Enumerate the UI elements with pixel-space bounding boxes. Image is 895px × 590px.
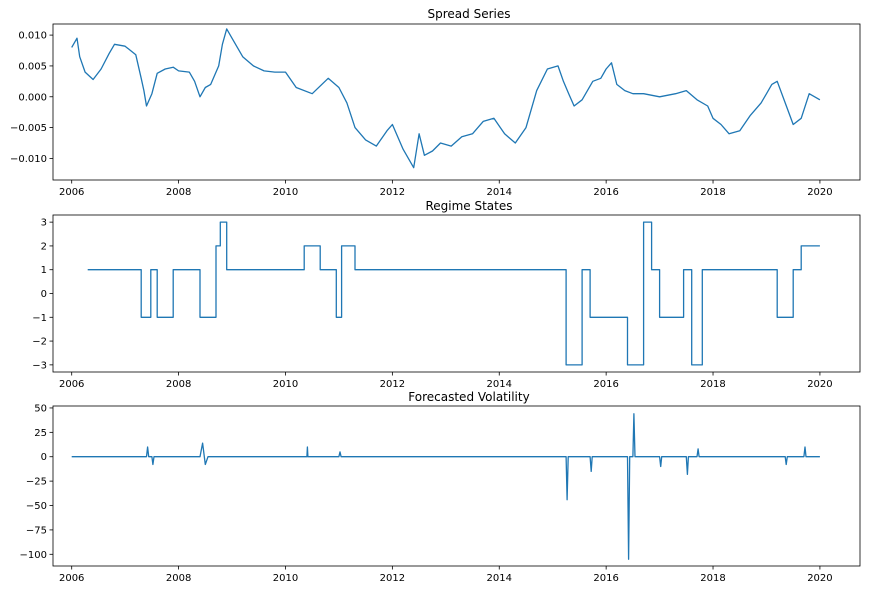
spread-series-xtick-label: 2016	[593, 187, 618, 198]
regime-states-ytick-label: 2	[41, 241, 47, 252]
forecasted-volatility-ytick-label: 25	[34, 428, 47, 439]
forecasted-volatility-xtick-label: 2006	[59, 573, 84, 584]
forecasted-volatility-title: Forecasted Volatility	[408, 390, 529, 404]
forecasted-volatility-xtick-label: 2020	[807, 573, 832, 584]
forecasted-volatility-xtick-label: 2018	[700, 573, 725, 584]
regime-states-xtick-label: 2010	[273, 379, 298, 390]
forecasted-volatility-ytick-label: −50	[26, 501, 47, 512]
regime-states-xtick-label: 2012	[380, 379, 405, 390]
forecasted-volatility-xtick-label: 2008	[166, 573, 191, 584]
regime-states-xtick-label: 2006	[59, 379, 84, 390]
spread-series-title: Spread Series	[428, 7, 511, 21]
regime-states-ytick-label: −2	[32, 337, 47, 348]
forecasted-volatility-xtick-label: 2016	[593, 573, 618, 584]
regime-states-axes-frame	[52, 214, 861, 373]
spread-series-ytick-label: −0.010	[10, 154, 47, 165]
regime-states-line	[87, 221, 820, 366]
spread-series-ytick-label: 0.000	[18, 92, 47, 103]
spread-series-xtick-label: 2006	[59, 187, 84, 198]
forecasted-volatility-panel: Forecasted Volatility 2006 2008 2010 2012 20…	[20, 390, 861, 584]
spread-series-ytick-label: 0.010	[18, 31, 47, 42]
spread-series-xtick-label: 2014	[487, 187, 512, 198]
regime-states-ytick-label: 0	[41, 289, 47, 300]
regime-states-xtick-label: 2016	[593, 379, 618, 390]
regime-states-ticks: 2006 2008 2010 2012 2014 2016 2018 2020 −3 −2 −1 0 1…	[32, 218, 832, 390]
forecasted-volatility-ytick-label: −25	[26, 477, 47, 488]
regime-states-xtick-label: 2018	[700, 379, 725, 390]
spread-series-ticks: 2006 2008 2010 2012 2014 2016 2018 2020 −0.010 −0…	[10, 31, 833, 198]
spread-series-ytick-label: 0.005	[18, 61, 47, 72]
regime-states-ytick-label: 3	[41, 218, 47, 229]
spread-series-ytick-label: −0.005	[10, 123, 47, 134]
forecasted-volatility-line	[71, 413, 820, 560]
spread-series-xtick-label: 2018	[700, 187, 725, 198]
spread-series-panel: Spread Series 2006 2008 2010 2012 2014 2016 20…	[10, 7, 861, 198]
forecasted-volatility-xtick-label: 2012	[380, 573, 405, 584]
spread-series-xtick-label: 2008	[166, 187, 191, 198]
spread-series-axes-frame	[52, 23, 861, 181]
forecasted-volatility-ticks: 2006 2008 2010 2012 2014 2016 2018 2020 −100 −75 −…	[20, 403, 833, 584]
regime-states-ytick-label: −1	[32, 313, 47, 324]
forecasted-volatility-xtick-label: 2014	[487, 573, 512, 584]
regime-states-ytick-label: 1	[41, 265, 47, 276]
spread-series-xtick-label: 2010	[273, 187, 298, 198]
regime-states-xtick-label: 2008	[166, 379, 191, 390]
forecasted-volatility-xtick-label: 2010	[273, 573, 298, 584]
regime-states-panel: Regime States 2006 2008 2010 2012 2014 2016 20…	[32, 199, 861, 390]
spread-series-xtick-label: 2012	[380, 187, 405, 198]
regime-states-title: Regime States	[425, 199, 512, 213]
forecasted-volatility-ytick-label: 50	[34, 403, 47, 414]
forecasted-volatility-axes-frame	[52, 405, 861, 567]
forecasted-volatility-ytick-label: 0	[41, 452, 47, 463]
regime-states-xtick-label: 2020	[807, 379, 832, 390]
regime-states-xtick-label: 2014	[487, 379, 512, 390]
forecasted-volatility-ytick-label: −75	[26, 525, 47, 536]
spread-series-xtick-label: 2020	[807, 187, 832, 198]
spread-series-line	[71, 28, 821, 169]
regime-states-ytick-label: −3	[32, 360, 47, 371]
forecasted-volatility-ytick-label: −100	[20, 550, 47, 561]
